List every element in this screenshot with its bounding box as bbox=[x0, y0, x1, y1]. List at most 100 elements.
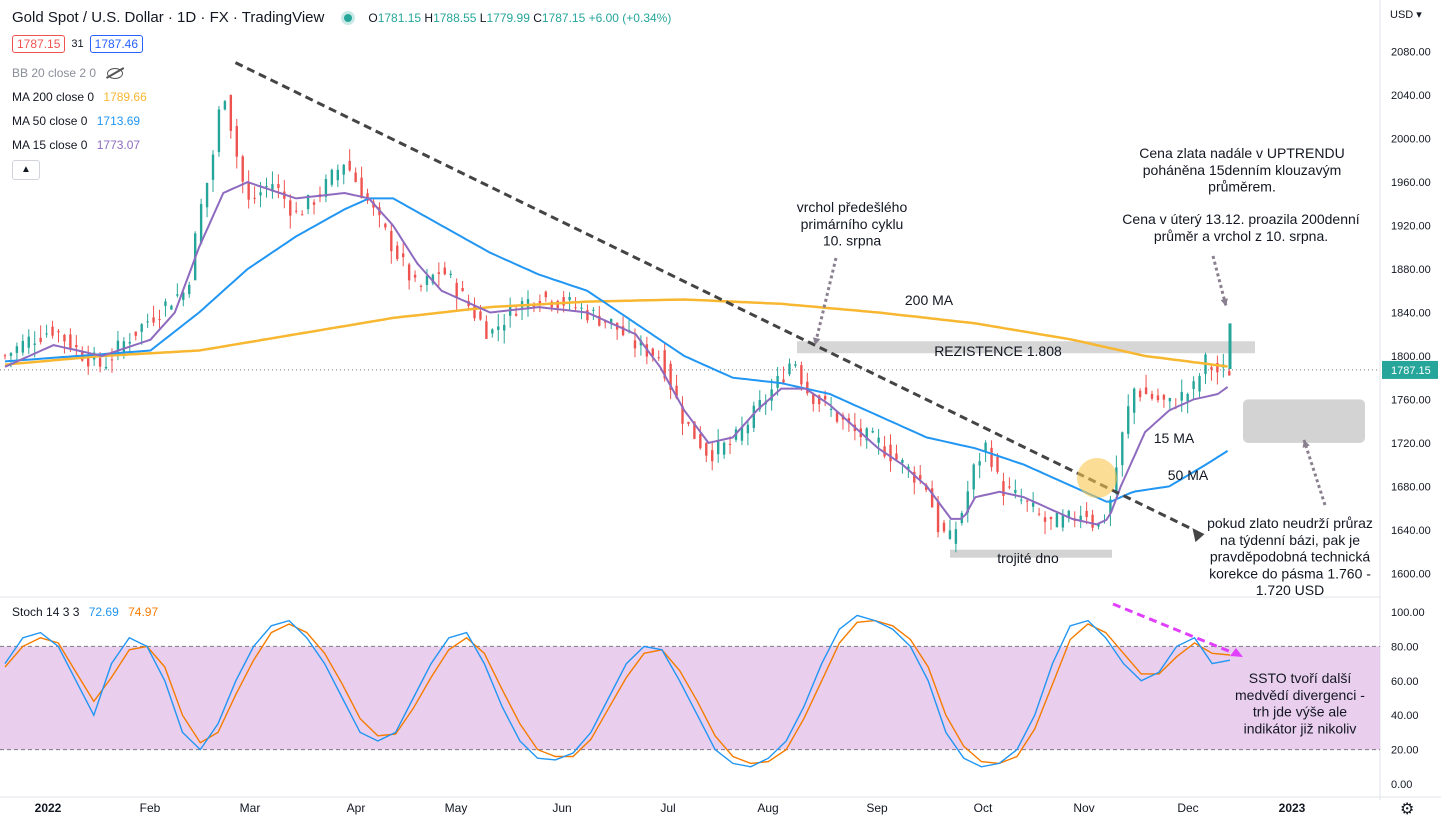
candle-body bbox=[990, 447, 993, 467]
candle-body bbox=[324, 179, 328, 197]
last-price-tag bbox=[1382, 360, 1438, 379]
ma200-line bbox=[4, 298, 1228, 368]
candle-body bbox=[485, 321, 488, 339]
candle-body bbox=[158, 318, 161, 320]
y-tick-label: 2040.00 bbox=[1391, 90, 1431, 102]
indicator-bb-label: BB 20 close 2 0 bbox=[12, 66, 97, 80]
candle-body bbox=[829, 408, 833, 411]
pointer-breakout bbox=[1211, 255, 1228, 307]
x-tick-label: Feb bbox=[140, 801, 161, 815]
collapse-legend-button[interactable]: ▲ bbox=[12, 160, 40, 180]
stoch-d-value: 74.97 bbox=[128, 605, 159, 619]
indicator-ma50-label: MA 50 close 0 bbox=[12, 114, 88, 128]
candle-body bbox=[1180, 391, 1183, 401]
close-value: 1787.15 bbox=[541, 10, 586, 25]
gear-icon[interactable]: ⚙ bbox=[1400, 801, 1415, 818]
x-tick-label: Aug bbox=[757, 801, 778, 815]
x-tick-label: 2023 bbox=[1279, 801, 1306, 815]
candle-body bbox=[651, 348, 654, 356]
candle-body bbox=[443, 267, 446, 275]
x-tick-label: Oct bbox=[974, 801, 993, 815]
candle-body bbox=[497, 326, 500, 330]
candle-body bbox=[788, 363, 791, 375]
candle-body bbox=[1085, 510, 1088, 518]
indicator-ma50-value: 1713.69 bbox=[96, 114, 141, 128]
candle-body bbox=[913, 471, 916, 483]
candle-body bbox=[211, 154, 215, 180]
candle-body bbox=[235, 126, 238, 157]
candle-body bbox=[45, 333, 48, 335]
candle-body bbox=[538, 300, 542, 306]
candle-body bbox=[39, 337, 42, 342]
candle-body bbox=[758, 400, 761, 410]
candle-body bbox=[503, 324, 506, 331]
candle-body bbox=[782, 379, 785, 383]
candle-body bbox=[621, 326, 625, 336]
candle-body bbox=[140, 324, 143, 332]
candle-body bbox=[354, 172, 357, 183]
candle-body bbox=[592, 309, 595, 311]
candle-body bbox=[984, 442, 987, 453]
indicator-ma200[interactable]: MA 200 close 0 1789.66 bbox=[12, 90, 147, 104]
stoch-band bbox=[0, 646, 1380, 750]
candle-body bbox=[1109, 499, 1112, 514]
ask-button[interactable]: 1787.46 bbox=[89, 35, 144, 53]
candle-body bbox=[1061, 515, 1065, 528]
candle-body bbox=[128, 342, 132, 344]
y-tick-label: 1720.00 bbox=[1391, 438, 1431, 450]
bid-ask-box: 1787.15 31 1787.46 bbox=[12, 34, 144, 54]
candle-body bbox=[27, 336, 30, 348]
candle-body bbox=[657, 357, 660, 359]
symbol-title[interactable]: Gold Spot / U.S. Dollar · 1D · FX · Trad… bbox=[12, 9, 325, 26]
candle-body bbox=[9, 353, 13, 356]
candle-body bbox=[1186, 393, 1189, 402]
candle-body bbox=[3, 355, 7, 357]
candle-body bbox=[1002, 481, 1005, 496]
candle-body bbox=[170, 305, 173, 310]
candle-body bbox=[669, 363, 672, 390]
candle-body bbox=[360, 177, 363, 199]
candle-body bbox=[1168, 398, 1172, 402]
candle-body bbox=[205, 182, 209, 208]
stoch-tick-label: 80.00 bbox=[1391, 641, 1419, 653]
divergence-arrow bbox=[1230, 648, 1243, 657]
candle-body bbox=[366, 193, 369, 201]
candle-body bbox=[473, 304, 476, 319]
indicator-ma15[interactable]: MA 15 close 0 1773.07 bbox=[12, 138, 140, 152]
candle-body bbox=[740, 427, 744, 441]
candle-body bbox=[1162, 394, 1166, 400]
candle-body bbox=[877, 437, 880, 443]
indicator-bb[interactable]: BB 20 close 2 0 bbox=[12, 66, 124, 80]
candle-body bbox=[134, 331, 137, 336]
x-tick-label: May bbox=[445, 801, 468, 815]
candle-body bbox=[699, 434, 702, 449]
candle-body bbox=[425, 275, 429, 285]
pointer-prior-top-head bbox=[812, 337, 821, 345]
candle-body bbox=[1150, 393, 1154, 399]
pointer-correction-head bbox=[1302, 440, 1310, 448]
indicator-ma50[interactable]: MA 50 close 0 1713.69 bbox=[12, 114, 140, 128]
candle-body bbox=[330, 169, 334, 185]
candle-body bbox=[1210, 367, 1213, 370]
stoch-tick-label: 20.00 bbox=[1391, 745, 1419, 757]
candle-body bbox=[300, 214, 304, 216]
pointer-correction bbox=[1302, 439, 1327, 506]
candle-body bbox=[598, 315, 601, 326]
stoch-label: Stoch 14 3 3 bbox=[12, 605, 80, 619]
candle-body bbox=[116, 340, 120, 352]
bid-button[interactable]: 1787.15 bbox=[12, 35, 66, 53]
candle-body bbox=[711, 450, 714, 462]
spread-value: 31 bbox=[71, 38, 84, 50]
candle-body bbox=[1127, 406, 1130, 434]
candle-body bbox=[562, 297, 565, 306]
candle-body bbox=[544, 291, 548, 298]
hidden-eye-icon[interactable] bbox=[107, 68, 124, 80]
pointer-breakout-head bbox=[1220, 298, 1228, 306]
candle-body bbox=[1067, 510, 1071, 519]
indicator-stoch[interactable]: Stoch 14 3 3 72.69 74.97 bbox=[12, 605, 158, 619]
high-value: 1788.55 bbox=[433, 10, 477, 25]
pointer-prior-top bbox=[813, 257, 838, 346]
currency-selector[interactable]: USD ▾ bbox=[1390, 9, 1422, 21]
